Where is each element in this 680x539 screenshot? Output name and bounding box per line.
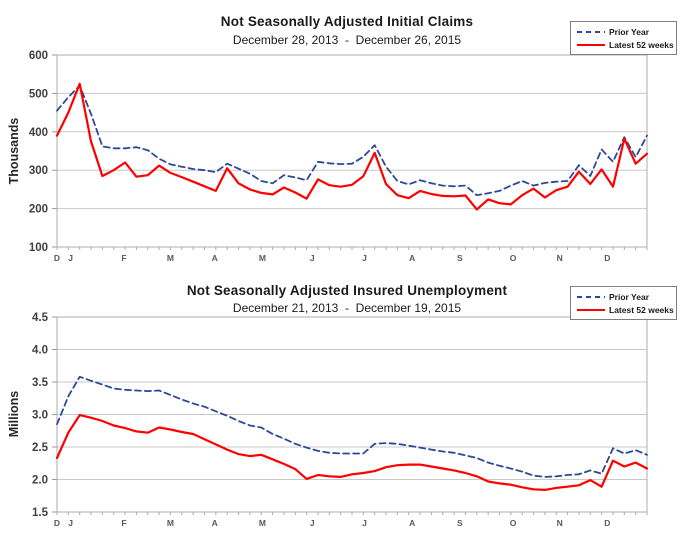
svg-text:M: M [167,253,174,263]
svg-text:F: F [121,253,126,263]
svg-text:A: A [409,518,415,528]
initial-claims-y-axis-label: Thousands [7,117,21,185]
svg-text:500: 500 [29,88,48,100]
prior-year-line [56,375,648,478]
legend-label: Latest 52 weeks [609,304,674,315]
solid-line-sample-icon [577,43,605,46]
svg-text:J: J [68,253,73,263]
svg-text:M: M [259,253,266,263]
prior-year-line [56,84,648,197]
svg-text:J: J [310,253,315,263]
svg-text:A: A [212,518,218,528]
legend-item-latest-52-weeks: Latest 52 weeks [576,38,674,51]
legend-item-prior-year: Prior Year [576,25,672,38]
insured-unemployment-plot: 4.5 4.0 3.5 3.0 2.5 2.0 1.5 D J F M A M J J A S O N D [20,312,654,539]
chart-canvas: 4.54.03.53.02.52.01.5D J F M A M J J A S O N D [32,312,649,528]
initial-claims-subtitle: December 28, 2013 - December 26, 2015 [232,33,462,47]
svg-text:D: D [54,518,60,528]
insured-unemployment-y-axis-label: Millions [7,390,21,438]
svg-text:2.5: 2.5 [32,442,49,454]
svg-text:3.0: 3.0 [32,410,48,422]
svg-text:400: 400 [29,127,48,139]
svg-text:4.5: 4.5 [32,312,49,324]
svg-text:N: N [557,253,563,263]
solid-line-sample-icon [577,308,605,311]
svg-text:600: 600 [29,50,48,62]
dashed-line-sample-icon [577,30,605,33]
dashed-line-sample-icon [577,295,605,298]
svg-text:200: 200 [29,204,48,216]
svg-text:O: O [510,253,517,263]
svg-text:A: A [409,253,415,263]
legend-label: Prior Year [609,26,650,37]
svg-text:300: 300 [29,165,48,177]
legend-label: Prior Year [609,291,650,302]
legend-label: Latest 52 weeks [609,39,674,50]
svg-text:2.0: 2.0 [32,475,48,487]
svg-text:100: 100 [29,242,48,254]
svg-text:D: D [604,518,610,528]
insured-unemployment-title: Not Seasonally Adjusted Insured Unemploy… [186,283,508,298]
svg-text:A: A [212,253,218,263]
svg-text:D: D [54,253,60,263]
svg-text:J: J [362,518,367,528]
legend-item-prior-year: Prior Year [576,290,672,303]
initial-claims-legend: Prior Year Latest 52 weeks [570,21,677,55]
svg-text:1.5: 1.5 [32,507,49,519]
initial-claims-title: Not Seasonally Adjusted Initial Claims [220,14,474,29]
legend-item-latest-52-weeks: Latest 52 weeks [576,303,674,316]
svg-text:4.0: 4.0 [32,345,48,357]
svg-text:N: N [557,518,563,528]
svg-text:F: F [121,518,126,528]
svg-text:O: O [510,518,517,528]
svg-text:M: M [259,518,266,528]
svg-text:J: J [362,253,367,263]
initial-claims-plot: 600 500 400 300 200 100 D J F M A M J J A S O N D [20,50,654,274]
svg-text:S: S [457,518,463,528]
insured-unemployment-legend: Prior Year Latest 52 weeks [570,286,677,320]
svg-text:J: J [310,518,315,528]
svg-text:J: J [68,518,73,528]
svg-text:S: S [457,253,463,263]
svg-text:D: D [604,253,610,263]
svg-text:3.5: 3.5 [32,377,49,389]
insured-unemployment-subtitle: December 21, 2013 - December 19, 2015 [232,301,462,315]
svg-text:M: M [167,518,174,528]
latest-52-weeks-line [55,413,649,491]
latest-52-weeks-line [55,82,649,211]
